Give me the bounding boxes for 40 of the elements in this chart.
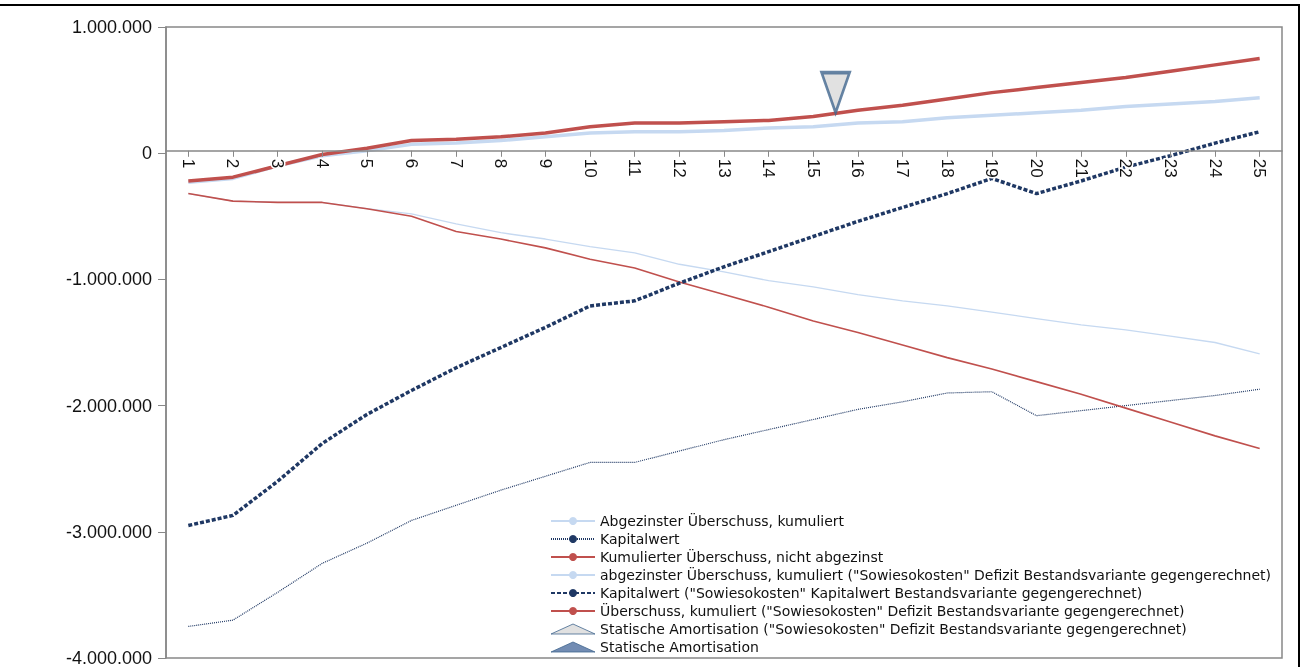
x-tick-label: 6: [402, 158, 422, 169]
x-tick-label: 21: [1071, 158, 1091, 178]
legend-label: Kumulierter Überschuss, nicht abgezinst: [600, 548, 884, 565]
y-tick-label: -3.000.000: [65, 521, 152, 542]
x-tick-label: 24: [1205, 158, 1225, 178]
x-tick-label: 18: [937, 158, 957, 178]
x-tick-label: 23: [1160, 158, 1180, 178]
x-tick-label: 4: [312, 158, 332, 169]
x-tick-label: 15: [803, 158, 823, 178]
line-series: [187, 192, 1261, 450]
legend-label: Kapitalwert: [600, 531, 681, 547]
x-tick-label: 8: [491, 158, 511, 169]
y-tick-label: -2.000.000: [65, 395, 152, 416]
x-tick-label: 3: [268, 158, 288, 169]
legend-label: Kapitalwert ("Sowiesokosten" Kapitalwert Bestandsvariante gegengerechnet): [600, 585, 1143, 601]
x-tick-label: 2: [223, 158, 243, 169]
x-tick-label: 22: [1116, 158, 1136, 178]
y-tick-label: -1.000.000: [65, 269, 152, 290]
legend-label: Abgezinster Überschuss, kumuliert: [600, 512, 845, 529]
y-tick-label: -4.000.000: [65, 648, 152, 667]
x-tick-label: 19: [982, 158, 1002, 178]
y-tick-label: 1.000.000: [71, 17, 152, 37]
x-tick-label: 25: [1250, 158, 1270, 178]
x-tick-label: 11: [625, 158, 645, 177]
x-tick-label: 13: [714, 158, 734, 178]
x-tick-label: 12: [669, 158, 689, 178]
x-tick-label: 20: [1026, 158, 1046, 178]
legend-label: Statische Amortisation: [600, 639, 759, 655]
x-tick-label: 10: [580, 158, 600, 178]
x-tick-label: 17: [893, 158, 913, 178]
x-tick-label: 1: [178, 158, 198, 169]
legend-label: Statische Amortisation ("Sowiesokosten" Defizit Bestandsvariante gegengerechnet): [600, 621, 1187, 637]
x-tick-label: 16: [848, 158, 868, 178]
legend-label: Überschuss, kumuliert ("Sowiesokosten" Defizit Bestandsvariante gegengerechnet): [600, 602, 1185, 619]
x-tick-label: 7: [446, 158, 466, 169]
x-tick-label: 9: [535, 158, 555, 169]
x-tick-label: 5: [357, 158, 377, 169]
y-tick-label: 0: [141, 143, 152, 164]
legend-label: abgezinster Überschuss, kumuliert ("Sowiesokosten" Defizit Bestandsvariante gegengerechnet): [600, 566, 1272, 583]
x-tick-label: 14: [759, 158, 779, 178]
